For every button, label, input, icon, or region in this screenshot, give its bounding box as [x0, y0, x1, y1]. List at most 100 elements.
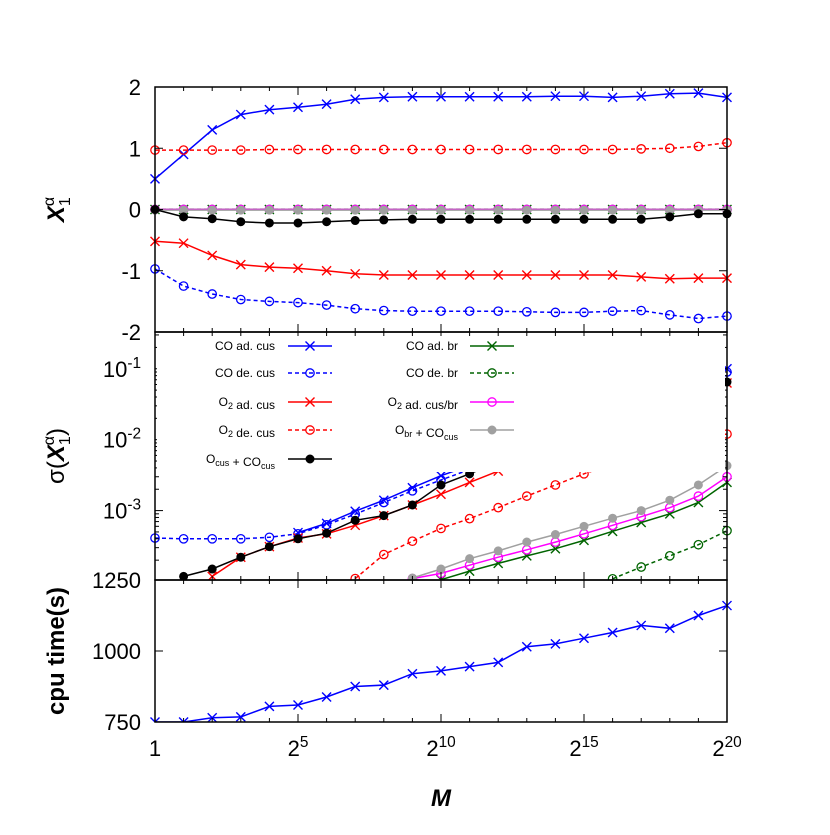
legend-label-o2_de_cus: O2 de. cus: [219, 423, 275, 440]
top-point-ocus_cocus: [636, 214, 646, 224]
top-point-co_de_cus: [293, 297, 303, 308]
top-point-co_de_cus: [521, 306, 532, 317]
top-point-o2_ad_cus: [378, 270, 389, 281]
top-point-co_ad_cus: [464, 91, 475, 102]
middle-point-ocus_cocus: [236, 552, 246, 562]
bottom-ytick-label: 750: [104, 710, 141, 735]
top-point-co_de_cus: [464, 306, 475, 317]
top-series-line-o2_ad_cus: [154, 240, 727, 280]
top-point-o2_ad_cus: [293, 263, 303, 274]
top-point-o2_de_cus: [350, 144, 361, 155]
legend-marker-o2_ad_cus: [305, 397, 315, 407]
top-ytick-label: -1: [121, 259, 141, 284]
legend-label-co_ad_cus: CO ad. cus: [215, 339, 275, 353]
middle-point-ocus_cocus: [322, 528, 332, 538]
top-point-o2_de_cus: [693, 141, 704, 152]
top-point-obr_cocus: [636, 205, 646, 215]
top-point-o2_de_cus: [207, 145, 218, 155]
top-point-co_ad_cus: [607, 92, 618, 103]
top-point-obr_cocus: [350, 205, 360, 215]
middle-ytick-label: 10-3: [103, 497, 141, 524]
top-point-o2_de_cus: [293, 144, 303, 155]
top-point-o2_de_cus: [264, 144, 275, 155]
top-point-co_ad_cus: [235, 109, 246, 120]
top-ytick-label: 1: [129, 136, 141, 161]
middle-point-obr_cocus: [493, 546, 503, 556]
top-y-axis-title: X1α: [41, 197, 74, 224]
middle-point-ocus_cocus: [207, 564, 217, 574]
middle-point-co_de_cus: [407, 485, 418, 496]
legend-label-o2_ad_cus: O2 ad. cus: [219, 395, 275, 412]
middle-point-ocus_cocus: [350, 515, 360, 525]
top-point-ocus_cocus: [665, 212, 675, 222]
middle-panel: 10-1 10-2 10-3 σ(X1α) CO ad. cus CO de. cus O2…: [41, 331, 732, 581]
top-point-co_ad_cus: [579, 91, 589, 102]
top-series-line-co_de_cus: [154, 268, 728, 320]
middle-series-line-co_ad_br: [440, 481, 728, 580]
bottom-point-cpu_time: [378, 680, 389, 691]
top-point-o2_de_cus: [607, 144, 618, 155]
top-point-co_ad_cus: [664, 88, 675, 99]
legend-label-o2_ad_cusbr: O2 ad. cus/br: [388, 395, 458, 412]
legend-marker-co_de_cus: [305, 368, 315, 378]
top-point-o2_ad_cus: [350, 268, 361, 279]
legend-marker-co_de_br: [487, 368, 497, 378]
middle-point-ocus_cocus: [379, 511, 389, 521]
top-point-co_ad_cus: [293, 102, 303, 113]
top-point-ocus_cocus: [207, 214, 217, 224]
middle-point-co_de_br: [693, 539, 704, 550]
legend-label-co_de_br: CO de. br: [406, 366, 458, 380]
x-tick-label: 215: [569, 734, 598, 761]
middle-point-co_de_cus: [235, 533, 246, 544]
top-point-o2_de_cus: [579, 144, 589, 155]
x-axis-title: M: [431, 785, 452, 812]
top-point-co_de_cus: [235, 294, 246, 305]
top-point-co_ad_cus: [436, 91, 446, 102]
top-point-co_ad_cus: [407, 91, 418, 102]
top-point-co_de_cus: [636, 305, 647, 316]
top-series-line-o2_de_cus: [155, 141, 728, 151]
top-point-o2_ad_cus: [321, 265, 332, 276]
top-point-o2_de_cus: [636, 144, 647, 154]
legend-marker-o2_de_cus: [305, 425, 315, 435]
top-point-o2_de_cus: [464, 144, 475, 155]
bottom-point-cpu_time: [636, 620, 647, 631]
middle-point-o2_de_cus: [350, 573, 361, 580]
top-point-co_ad_cus: [207, 124, 218, 135]
top-point-ocus_cocus: [179, 212, 189, 222]
middle-y-axis-title: σ(X1α): [41, 428, 74, 484]
middle-ytick-label: 10-1: [103, 355, 141, 382]
bottom-point-cpu_time: [207, 712, 218, 722]
x-tick-label: 1: [149, 736, 161, 761]
top-point-ocus_cocus: [579, 214, 589, 224]
top-point-o2_de_cus: [378, 144, 389, 155]
middle-point-co_de_cus: [264, 532, 275, 543]
top-point-o2_ad_cus: [207, 250, 218, 261]
legend-label-co_de_cus: CO de. cus: [215, 366, 275, 380]
middle-point-o2_de_cus: [550, 480, 561, 490]
top-point-o2_ad_cus: [664, 273, 675, 284]
top-point-obr_cocus: [522, 205, 532, 215]
bottom-point-cpu_time: [178, 717, 189, 722]
top-point-co_de_cus: [607, 306, 618, 317]
top-ytick-label: 0: [129, 198, 141, 223]
top-point-ocus_cocus: [407, 214, 417, 224]
bottom-series-group: [150, 600, 732, 722]
top-point-obr_cocus: [465, 205, 475, 215]
top-point-co_ad_cus: [636, 91, 647, 102]
top-point-ocus_cocus: [693, 209, 703, 219]
top-point-o2_ad_cus: [464, 270, 475, 281]
bottom-y-axis-title: cpu time(s): [43, 587, 70, 715]
top-point-o2_de_cus: [235, 145, 246, 155]
top-point-ocus_cocus: [436, 214, 446, 224]
legend-label-co_ad_br: CO ad. br: [406, 339, 458, 353]
legend-label-ocus_cocus: Ocus + COcus: [206, 452, 276, 471]
middle-point-ocus_cocus: [264, 542, 274, 552]
top-point-obr_cocus: [579, 205, 589, 215]
middle-point-ocus_cocus: [436, 480, 446, 490]
top-point-ocus_cocus: [522, 214, 532, 224]
top-point-o2_ad_cus: [550, 270, 561, 281]
bottom-series-line-cpu_time: [155, 604, 728, 722]
